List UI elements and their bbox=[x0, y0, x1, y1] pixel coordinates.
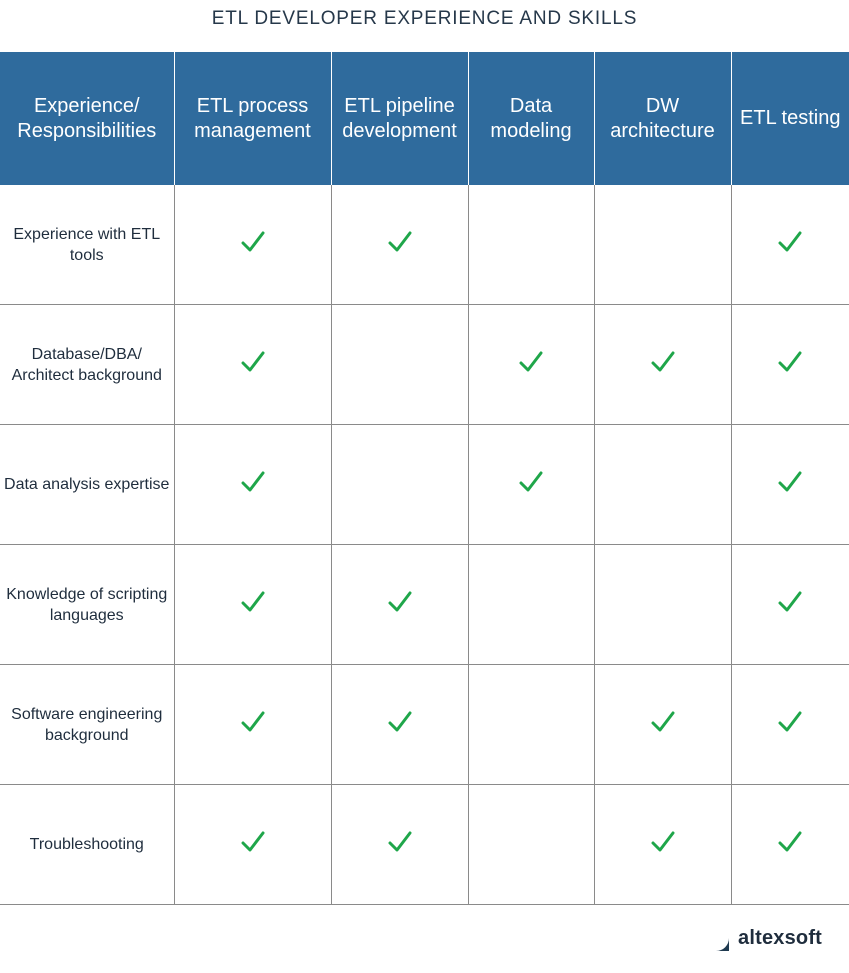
cell bbox=[467, 185, 595, 305]
cell bbox=[593, 544, 732, 665]
page-title: ETL DEVELOPER EXPERIENCE AND SKILLS bbox=[211, 8, 638, 29]
cell bbox=[593, 185, 732, 305]
checkmark-icon bbox=[777, 829, 803, 855]
checkmark-icon bbox=[240, 349, 266, 375]
header-dw-architecture: DW architecture bbox=[593, 52, 731, 185]
checkmark-icon bbox=[650, 709, 676, 735]
cell bbox=[593, 304, 732, 425]
cell bbox=[467, 784, 595, 905]
checkmark-icon bbox=[240, 469, 266, 495]
header-row: Experience/ Responsibilities ETL process… bbox=[0, 52, 849, 185]
table-row: Database/DBA/ Architect background bbox=[0, 304, 849, 425]
table-row: Troubleshooting bbox=[0, 784, 849, 905]
cell bbox=[173, 544, 332, 665]
cell bbox=[730, 304, 849, 425]
table-row: Knowledge of scripting languages bbox=[0, 544, 849, 665]
checkmark-icon bbox=[518, 349, 544, 375]
brand-logo: altexsoft bbox=[701, 921, 822, 955]
table-row: Software engineering background bbox=[0, 664, 849, 785]
cell bbox=[330, 544, 469, 665]
cell bbox=[330, 664, 469, 785]
checkmark-icon bbox=[387, 589, 413, 615]
cell bbox=[593, 664, 732, 785]
cell bbox=[330, 424, 469, 545]
checkmark-icon bbox=[650, 829, 676, 855]
cell bbox=[467, 424, 595, 545]
checkmark-icon bbox=[240, 589, 266, 615]
cell bbox=[173, 304, 332, 425]
cell bbox=[173, 424, 332, 545]
cell bbox=[730, 424, 849, 545]
cell bbox=[330, 185, 469, 305]
cell bbox=[730, 784, 849, 905]
checkmark-icon bbox=[650, 349, 676, 375]
checkmark-icon bbox=[387, 829, 413, 855]
cell bbox=[467, 304, 595, 425]
brand-name: altexsoft bbox=[738, 926, 823, 949]
checkmark-icon bbox=[240, 709, 266, 735]
checkmark-icon bbox=[240, 229, 266, 255]
cell bbox=[330, 304, 469, 425]
checkmark-icon bbox=[518, 469, 544, 495]
checkmark-icon bbox=[777, 349, 803, 375]
table-row: Experience with ETL tools bbox=[0, 185, 849, 305]
table-row: Data analysis expertise bbox=[0, 424, 849, 545]
cell bbox=[467, 664, 595, 785]
row-label: Software engineering background bbox=[0, 664, 175, 785]
altexsoft-logo-icon bbox=[701, 923, 731, 953]
skills-table: Experience/ Responsibilities ETL process… bbox=[0, 52, 849, 905]
cell bbox=[730, 664, 849, 785]
cell bbox=[173, 185, 332, 305]
checkmark-icon bbox=[777, 229, 803, 255]
cell bbox=[593, 424, 732, 545]
row-label: Knowledge of scripting languages bbox=[0, 544, 175, 665]
cell bbox=[173, 784, 332, 905]
header-row-label: Experience/ Responsibilities bbox=[0, 52, 174, 185]
row-label: Database/DBA/ Architect background bbox=[0, 304, 175, 425]
cell bbox=[330, 784, 469, 905]
checkmark-icon bbox=[387, 709, 413, 735]
row-label: Troubleshooting bbox=[0, 784, 175, 905]
cell bbox=[467, 544, 595, 665]
checkmark-icon bbox=[240, 829, 266, 855]
cell bbox=[173, 664, 332, 785]
cell bbox=[730, 544, 849, 665]
header-etl-testing: ETL testing bbox=[730, 52, 849, 185]
checkmark-icon bbox=[777, 469, 803, 495]
header-etl-pipeline-development: ETL pipeline development bbox=[330, 52, 468, 185]
header-data-modeling: Data modeling bbox=[467, 52, 594, 185]
header-etl-process-management: ETL process management bbox=[173, 52, 331, 185]
cell bbox=[730, 185, 849, 305]
checkmark-icon bbox=[777, 709, 803, 735]
row-label: Data analysis expertise bbox=[0, 424, 175, 545]
checkmark-icon bbox=[777, 589, 803, 615]
row-label: Experience with ETL tools bbox=[0, 185, 175, 305]
cell bbox=[593, 784, 732, 905]
checkmark-icon bbox=[387, 229, 413, 255]
